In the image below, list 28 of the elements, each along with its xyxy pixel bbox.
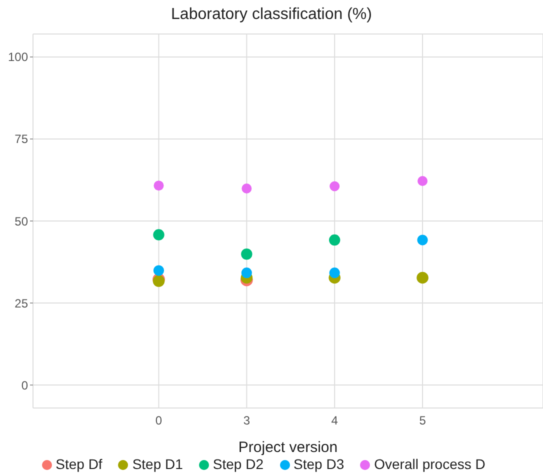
point [242, 184, 252, 194]
point [241, 248, 252, 260]
point [330, 181, 340, 192]
y-tick-label: 75 [14, 132, 28, 146]
y-tick-label: 0 [21, 378, 28, 392]
legend-label: Step Df [56, 456, 102, 472]
point [154, 180, 164, 191]
legend-label: Step D2 [212, 456, 264, 472]
legend-label: Overall process D [374, 456, 486, 472]
x-axis-title: Project version [238, 439, 338, 456]
x-tick-label: 4 [331, 414, 338, 428]
legend-label: Step D1 [132, 456, 183, 472]
point [153, 229, 164, 240]
x-tick-label: 0 [155, 414, 162, 428]
point [329, 234, 340, 246]
point [417, 234, 428, 246]
y-tick-label: 100 [8, 50, 28, 64]
point [153, 265, 164, 276]
point [241, 268, 252, 278]
x-tick-label: 3 [243, 414, 250, 428]
y-tick-label: 50 [14, 214, 28, 228]
point [416, 272, 428, 284]
legend-label: Step D3 [294, 456, 344, 472]
point [418, 176, 428, 186]
y-tick-label: 25 [14, 296, 28, 310]
chart-title: Laboratory classification (%) [170, 5, 373, 25]
point [329, 268, 340, 278]
x-tick-label: 5 [419, 414, 426, 428]
